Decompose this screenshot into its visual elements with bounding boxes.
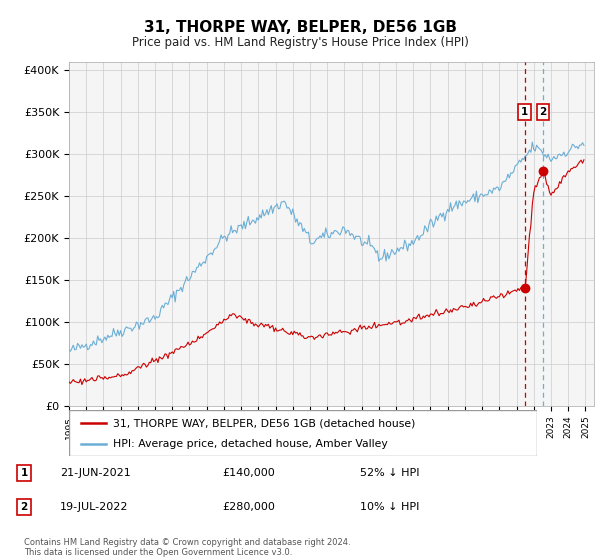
Text: 31, THORPE WAY, BELPER, DE56 1GB (detached house): 31, THORPE WAY, BELPER, DE56 1GB (detach… xyxy=(113,418,416,428)
Text: 1: 1 xyxy=(521,107,528,117)
Text: 19-JUL-2022: 19-JUL-2022 xyxy=(60,502,128,512)
Text: £140,000: £140,000 xyxy=(222,468,275,478)
Text: 21-JUN-2021: 21-JUN-2021 xyxy=(60,468,131,478)
Text: 2: 2 xyxy=(539,107,547,117)
Text: 1: 1 xyxy=(20,468,28,478)
Point xyxy=(520,284,529,293)
Text: 31, THORPE WAY, BELPER, DE56 1GB: 31, THORPE WAY, BELPER, DE56 1GB xyxy=(143,20,457,35)
Point xyxy=(538,166,548,175)
FancyBboxPatch shape xyxy=(69,410,537,456)
Text: 10% ↓ HPI: 10% ↓ HPI xyxy=(360,502,419,512)
Text: £280,000: £280,000 xyxy=(222,502,275,512)
Text: 2: 2 xyxy=(20,502,28,512)
Text: Price paid vs. HM Land Registry's House Price Index (HPI): Price paid vs. HM Land Registry's House … xyxy=(131,36,469,49)
Text: HPI: Average price, detached house, Amber Valley: HPI: Average price, detached house, Ambe… xyxy=(113,439,388,449)
Text: 52% ↓ HPI: 52% ↓ HPI xyxy=(360,468,419,478)
Text: Contains HM Land Registry data © Crown copyright and database right 2024.
This d: Contains HM Land Registry data © Crown c… xyxy=(24,538,350,557)
